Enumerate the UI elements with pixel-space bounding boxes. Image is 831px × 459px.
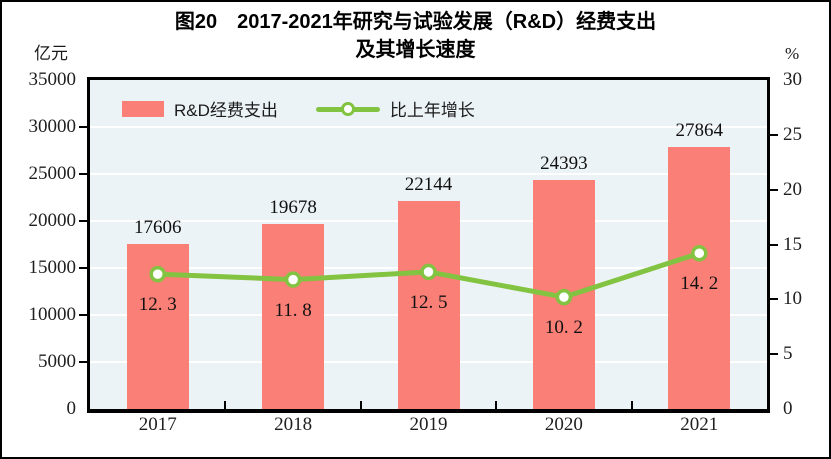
growth-line-chart bbox=[149, 245, 708, 306]
right-axis-unit: % bbox=[785, 44, 800, 63]
bar-value-label: 17606 bbox=[133, 216, 182, 238]
right-axis-tick-label: 30 bbox=[783, 69, 802, 90]
left-axis-tick-label: 35000 bbox=[28, 69, 77, 90]
x-axis-year-label: 2020 bbox=[544, 414, 583, 435]
gridline bbox=[90, 126, 767, 128]
growth-point-marker bbox=[691, 245, 708, 262]
legend: R&D经费支出 比上年增长 bbox=[122, 96, 475, 121]
bar-swatch-icon bbox=[122, 100, 164, 117]
left-axis-tick bbox=[79, 361, 87, 363]
bar bbox=[397, 200, 460, 409]
left-axis-tick-label: 25000 bbox=[28, 163, 77, 184]
legend-circle-marker bbox=[340, 101, 355, 116]
right-axis-tick-label: 20 bbox=[783, 178, 802, 200]
right-axis-tick-label: 15 bbox=[783, 233, 802, 255]
right-axis-tick-label: 5 bbox=[783, 343, 793, 365]
left-axis-tick-label: 30000 bbox=[28, 116, 77, 137]
legend-label-growth: 比上年增长 bbox=[389, 101, 475, 120]
growth-value-label: 14. 2 bbox=[680, 273, 719, 295]
x-axis-tick bbox=[224, 401, 227, 409]
x-axis-year-label: 2017 bbox=[138, 414, 177, 435]
line-marker-icon bbox=[315, 101, 380, 117]
chart-title-line2: 及其增长速度 bbox=[355, 39, 476, 61]
x-axis-year-label: 2021 bbox=[680, 414, 719, 435]
left-axis-unit: 亿元 bbox=[34, 44, 68, 63]
right-axis-tick bbox=[770, 133, 778, 136]
plot-area: R&D经费支出 比上年增长 17606 19678 22144 24393 27864 1… bbox=[90, 80, 767, 409]
x-axis-year-label: 2018 bbox=[274, 414, 313, 435]
chart-title: 图20 2017-2021年研究与试验发展（R&D）经费支出 及其增长速度 bbox=[2, 8, 829, 64]
bar bbox=[262, 224, 325, 409]
growth-point-marker bbox=[555, 288, 573, 306]
legend-item-growth: 比上年增长 bbox=[315, 96, 475, 121]
gridline bbox=[90, 173, 767, 175]
x-axis-labels: 2017 2018 2019 2020 2021 bbox=[90, 414, 767, 440]
left-axis-tick-label: 20000 bbox=[28, 210, 77, 231]
left-axis-tick bbox=[79, 173, 87, 175]
left-axis-tick bbox=[79, 126, 87, 128]
right-axis-tick bbox=[770, 188, 778, 191]
right-axis-tick bbox=[770, 243, 778, 246]
growth-point-marker bbox=[284, 271, 302, 288]
left-axis-tick-label: 15000 bbox=[28, 257, 77, 278]
growth-value-label: 12. 3 bbox=[138, 294, 177, 316]
bar-value-label: 19678 bbox=[269, 197, 317, 219]
x-axis-year-label: 2019 bbox=[409, 414, 448, 435]
chart-title-line1: 图20 2017-2021年研究与试验发展（R&D）经费支出 bbox=[174, 11, 657, 33]
legend-label-rd-expenditure: R&D经费支出 bbox=[174, 101, 278, 120]
legend-item-rd-expenditure: R&D经费支出 bbox=[122, 96, 278, 121]
x-axis-tick bbox=[495, 401, 498, 409]
right-axis-tick bbox=[770, 353, 778, 356]
left-axis-tick-label: 10000 bbox=[28, 304, 77, 325]
x-axis-tick bbox=[359, 401, 362, 409]
growth-value-label: 11. 8 bbox=[274, 299, 312, 321]
bar-value-label: 22144 bbox=[404, 173, 453, 195]
growth-point-marker bbox=[149, 265, 166, 283]
right-axis-tick-label: 0 bbox=[783, 398, 793, 419]
right-axis-tick-label: 10 bbox=[783, 288, 802, 310]
growth-value-label: 10. 2 bbox=[544, 317, 583, 339]
x-axis-tick bbox=[630, 401, 633, 409]
left-axis-tick bbox=[79, 220, 87, 222]
bar-value-label: 27864 bbox=[675, 120, 724, 142]
bar-value-label: 24393 bbox=[540, 152, 588, 174]
growth-point-marker bbox=[420, 263, 437, 281]
left-axis-tick-label: 0 bbox=[66, 398, 77, 419]
bar bbox=[668, 147, 731, 409]
left-axis-tick bbox=[79, 267, 87, 269]
growth-value-label: 12. 5 bbox=[409, 291, 448, 313]
left-axis-tick bbox=[79, 314, 87, 316]
right-axis-tick bbox=[770, 298, 778, 301]
right-axis-tick-label: 25 bbox=[783, 123, 802, 145]
left-axis-tick-label: 5000 bbox=[38, 351, 76, 372]
